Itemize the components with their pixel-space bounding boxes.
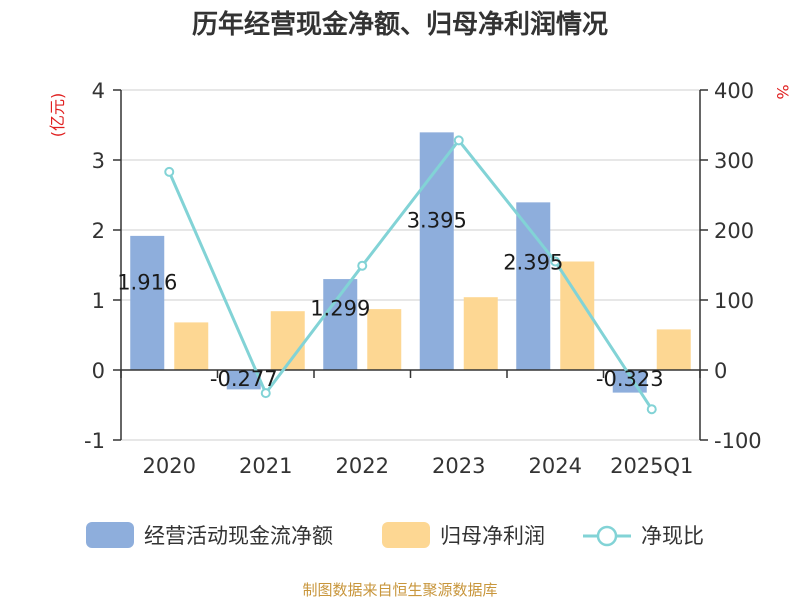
right-axis-tick-label: -100: [714, 429, 762, 453]
ratio-point[interactable]: [453, 135, 464, 146]
ratio-line: [164, 135, 657, 415]
bar-cashflow[interactable]: [130, 235, 165, 370]
left-axis-tick-label: 1: [92, 289, 105, 313]
data-label-cashflow: 1.916: [117, 271, 177, 295]
data-label-cashflow: 3.395: [407, 208, 467, 232]
left-axis-tick-label: 3: [92, 149, 105, 173]
right-axis-tick-label: 400: [714, 79, 754, 103]
axes: -1 0 1 2 3 4 -100 0 100 200 300 400 2020 2021 2022 2023…: [84, 79, 762, 478]
right-axis-tick-label: 0: [714, 359, 727, 383]
data-labels: 1.916 -0.277 1.299 3.395 2.395 -0.323: [117, 208, 663, 391]
bar-cashflow[interactable]: [516, 202, 551, 370]
legend-item-cashflow[interactable]: 经营活动现金流净额: [86, 522, 333, 548]
data-label-cashflow: 1.299: [310, 296, 370, 320]
data-label-cashflow: -0.277: [210, 367, 278, 391]
legend-swatch-cashflow: [86, 522, 134, 548]
legend-label-cashflow: 经营活动现金流净额: [144, 524, 333, 548]
bar-profit[interactable]: [367, 309, 402, 370]
left-axis-tick-label: 2: [92, 219, 105, 243]
ratio-point[interactable]: [357, 260, 368, 271]
ratio-point[interactable]: [260, 388, 271, 399]
legend-marker-ratio: [596, 525, 618, 547]
bar-cashflow[interactable]: [226, 370, 261, 390]
legend-swatch-profit: [382, 522, 430, 548]
ratio-point[interactable]: [550, 256, 561, 267]
left-axis-tick-label: 0: [92, 359, 105, 383]
bar-profit[interactable]: [656, 329, 691, 370]
x-axis-category-label: 2020: [143, 454, 196, 478]
left-axis-unit: (亿元): [48, 93, 67, 138]
data-label-cashflow: 2.395: [503, 250, 563, 274]
bar-profit[interactable]: [174, 322, 209, 370]
bar-profit[interactable]: [270, 311, 305, 370]
legend-label-ratio: 净现比: [641, 524, 704, 548]
ratio-polyline: [167, 137, 654, 411]
x-axis-category-label: 2022: [336, 454, 389, 478]
legend-item-ratio[interactable]: 净现比: [583, 524, 704, 548]
x-axis-category-label: 2021: [239, 454, 292, 478]
x-axis-category-label: 2024: [529, 454, 582, 478]
x-axis-category-label: 2025Q1: [610, 454, 693, 478]
right-axis-tick-label: 200: [714, 219, 754, 243]
right-axis-tick-label: 100: [714, 289, 754, 313]
ratio-point[interactable]: [646, 404, 657, 415]
left-axis-tick-label: 4: [92, 79, 105, 103]
data-label-cashflow: -0.323: [596, 367, 664, 391]
right-axis-unit: %: [773, 84, 792, 99]
chart-title: 历年经营现金净额、归母净利润情况: [192, 9, 608, 40]
left-axis-tick-label: -1: [84, 429, 105, 453]
bar-cashflow[interactable]: [419, 132, 454, 370]
bars: [130, 132, 691, 393]
legend-label-profit: 归母净利润: [440, 524, 545, 548]
bar-profit[interactable]: [463, 297, 498, 370]
legend-item-profit[interactable]: 归母净利润: [382, 522, 545, 548]
data-source: 制图数据来自恒生聚源数据库: [302, 581, 497, 599]
legend: 经营活动现金流净额 归母净利润 净现比: [86, 522, 704, 548]
ratio-point[interactable]: [164, 166, 175, 177]
right-axis-tick-label: 300: [714, 149, 754, 173]
x-axis-category-label: 2023: [432, 454, 485, 478]
